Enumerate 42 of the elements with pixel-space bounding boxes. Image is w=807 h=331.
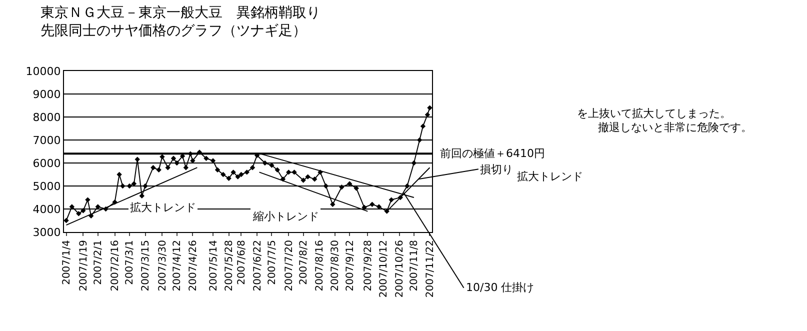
- x-tick-label: 2007/8/2: [298, 240, 310, 285]
- y-tick-label: 5000: [32, 180, 61, 193]
- annotation: 拡大トレンド: [130, 201, 196, 214]
- y-tick-label: 3000: [32, 226, 61, 239]
- x-tick-label: 2007/4/12: [172, 240, 184, 292]
- annotation: 損切り: [480, 163, 513, 176]
- x-tick-label: 2007/3/30: [157, 240, 168, 292]
- x-tick-label: 2007/1/4: [62, 240, 73, 285]
- annotation: 10/30 仕掛け: [466, 281, 534, 294]
- y-tick-label: 4000: [32, 202, 61, 216]
- y-tick-label: 8000: [32, 110, 61, 124]
- x-tick-label: 2007/6/8: [236, 240, 248, 285]
- y-tick-label: 9000: [32, 88, 61, 101]
- ref-line-label: 前回の極値＋6410円: [440, 147, 545, 160]
- x-tick-label: 2007/3/15: [140, 240, 152, 292]
- x-tick-label: 2007/9/12: [344, 240, 356, 292]
- annotation: 縮小トレンド: [252, 210, 319, 223]
- y-tick-label: 6000: [32, 156, 61, 170]
- x-tick-label: 2007/2/16: [110, 240, 122, 292]
- x-tick-label: 2007/7/5: [266, 240, 278, 285]
- x-tick-label: 2007/2/1: [93, 240, 104, 285]
- y-tick-label: 7000: [32, 134, 61, 147]
- x-tick-label: 2007/3/1: [124, 240, 136, 285]
- x-tick-label: 2007/7/20: [284, 240, 295, 292]
- x-tick-label: 2007/11/22: [424, 240, 436, 298]
- x-tick-label: 2007/5/14: [208, 240, 220, 292]
- x-tick-label: 2007/8/30: [330, 240, 342, 292]
- text: 撤退しないと非常に危険です。: [598, 121, 752, 134]
- x-tick-label: 2007/10/26: [394, 240, 406, 298]
- x-tick-label: 2007/4/26: [188, 240, 199, 292]
- chart-title: 東京ＮＧ大豆－東京一般大豆 異銘柄鞘取り: [40, 4, 320, 21]
- text: を上抜いて拡大してしまった。: [577, 107, 731, 120]
- x-tick-label: 2007/6/22: [252, 240, 264, 292]
- text: 拡大トレンド: [517, 170, 583, 183]
- x-tick-label: 2007/9/28: [362, 240, 374, 292]
- x-tick-label: 2007/8/16: [314, 240, 326, 292]
- y-tick-label: 10000: [26, 64, 61, 78]
- x-tick-label: 2007/5/28: [224, 240, 236, 292]
- x-tick-label: 2007/11/8: [409, 240, 420, 292]
- chart-subtitle: 先限同士のサヤ価格のグラフ（ツナギ足）: [40, 23, 306, 39]
- x-tick-label: 2007/10/12: [378, 240, 390, 298]
- x-tick-label: 2007/1/19: [78, 240, 90, 292]
